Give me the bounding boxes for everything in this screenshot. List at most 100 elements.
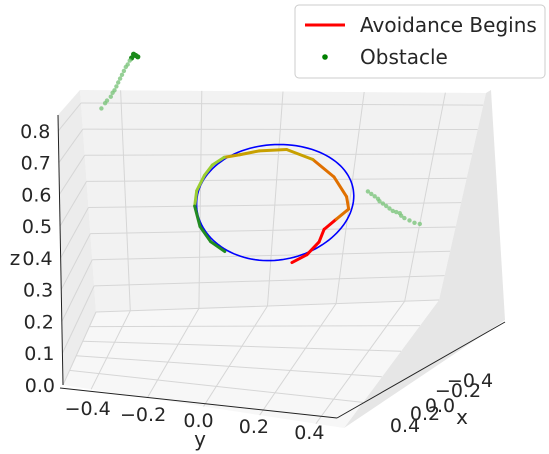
trajectory-segment [305,240,321,257]
grid-line-z-5 [86,177,467,182]
axis-lines [57,114,506,419]
grid-line-z-8 [80,102,484,106]
obstacle-point [114,84,119,89]
grid-left-z-8 [57,102,82,132]
trajectory-segment [193,204,202,229]
trajectory-segment [195,173,206,193]
axis-labels: z y x [10,246,468,451]
z-tick-label: 0.8 [20,121,50,143]
trajectory-segment [345,195,351,211]
z-tick-label: 0.4 [22,248,52,270]
grid-left-z-1 [61,285,95,354]
z-axis-label: z [10,246,21,270]
obstacle-point [119,72,125,78]
obstacle-point [123,64,128,70]
legend-swatch-point [322,54,328,60]
grid-lines [57,90,484,424]
obstacle-point [412,220,417,225]
tick-labels: 0.00.10.20.30.40.50.60.70.8−0.4 −0.2 0.0 0.… [20,121,493,444]
x-tick-label: 0.4 [390,415,420,437]
grid-left-z-4 [60,207,89,259]
obstacle-point [377,199,382,204]
grid-line-z-0 [95,299,440,313]
z-tick-label: 0.1 [24,343,54,365]
z-tick-label: 0.5 [22,216,52,238]
grid-floor-y-1 [146,308,200,399]
trajectory-segment [210,155,226,167]
grid-left-z-6 [59,155,86,195]
obstacle-point [399,213,404,218]
grid-left-z-7 [58,128,84,163]
y-tick-label: −0.4 [65,398,111,420]
trajectory-segment [317,227,326,244]
trajectory-segment [332,175,349,199]
back-pane [80,90,486,312]
grid-floor-y-2 [203,305,268,407]
y-axis-label: y [194,427,206,451]
obstacle-point [380,201,386,206]
right-pane [344,90,505,428]
grid-floor-x-1 [69,369,364,403]
obstacle-point [110,90,115,96]
grid-line-y-4 [404,92,446,302]
y-axis-line [59,387,338,419]
x-tick-label: −0.4 [447,370,493,392]
grid-floor-x-4 [89,325,421,328]
plot-area [99,51,422,265]
z-tick-label: 0.2 [24,311,54,333]
x-axis-label: x [456,405,468,429]
grid-line-z-3 [90,226,456,235]
legend-label: Avoidance Begins [360,13,537,37]
grid-line-z-4 [88,202,462,209]
obstacle-point [102,101,108,106]
x-axis-line [336,321,506,419]
grid-line-y-3 [335,92,365,304]
axes-panes [58,90,505,428]
grid-floor-x-2 [76,355,383,378]
obstacle-point [116,80,121,85]
trajectory-segment [222,153,242,159]
obstacle-point [394,209,399,215]
obstacle-point [127,58,132,63]
grid-floor-x-3 [82,340,402,352]
grid-left-z-3 [60,233,91,290]
obstacle-layer [99,51,422,227]
obstacle-point [372,194,377,199]
obstacle-point [117,76,123,81]
grid-floor-y-0 [90,310,131,390]
x-tick-label: −0.2 [435,380,481,402]
trajectory-segment [311,157,336,179]
obstacle-point [417,221,422,227]
grid-line-z-2 [92,250,451,261]
grid-floor-y-4 [315,300,406,424]
legend-box [294,4,546,79]
obstacle-point [390,208,395,214]
trajectory-segment [257,148,289,153]
trajectory-segment [285,148,315,161]
trajectory-segment [290,253,309,265]
z-tick-label: 0.7 [21,153,51,175]
legend: Avoidance Begins Obstacle [294,4,546,79]
floor-pane [63,300,439,428]
z-tick-label: 0.6 [21,184,51,206]
obstacle-point [99,106,104,111]
y-tick-label: 0.0 [183,410,213,432]
grid-floor-y-3 [259,303,337,416]
x-tick-label: 0.2 [410,403,440,425]
grid-line-y-2 [267,91,284,307]
grid-line-y-1 [198,90,203,309]
y-tick-label: 0.2 [239,416,269,438]
obstacle-point [387,206,392,211]
left-pane [58,90,96,385]
grid-line-z-6 [84,153,473,156]
obstacle-point [402,215,407,221]
y-tick-label: 0.4 [294,422,324,444]
z-axis-line [57,114,64,386]
obstacle-point [121,68,127,74]
trajectory-segment [198,225,213,244]
legend-label: Obstacle [360,45,448,69]
obstacle-point [384,203,389,209]
z-tick-label: 0.0 [25,375,55,397]
trajectory-segment [202,163,214,177]
